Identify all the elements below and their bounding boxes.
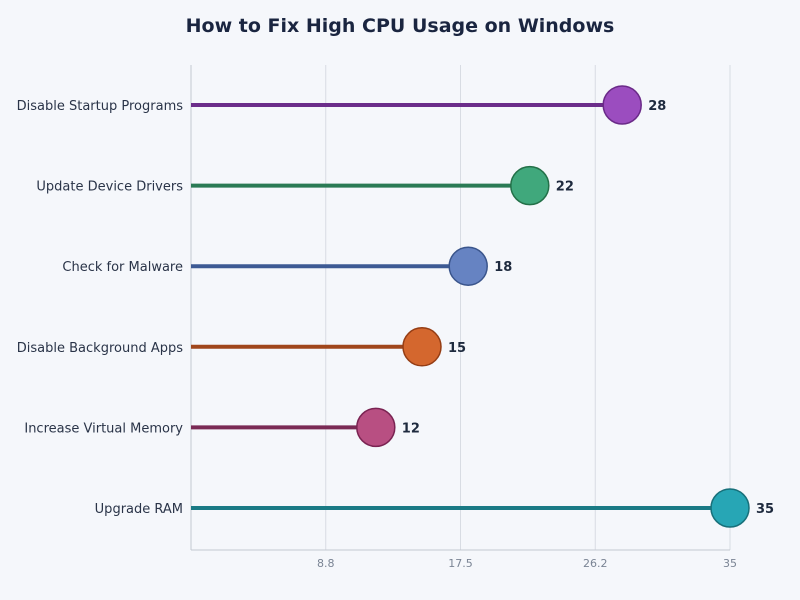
value-label: 15	[448, 341, 466, 356]
lollipop-dot	[402, 327, 442, 367]
category-label: Update Device Drivers	[36, 180, 183, 195]
lollipop-dot	[710, 488, 750, 528]
x-tick-label: 26.2	[583, 557, 608, 570]
value-label: 28	[648, 99, 666, 114]
lollipop-dot	[448, 246, 488, 286]
category-label: Upgrade RAM	[95, 502, 183, 517]
value-label: 12	[402, 421, 420, 436]
lollipop-dot	[510, 165, 550, 206]
lollipop-dot	[356, 407, 396, 448]
value-label: 35	[756, 502, 774, 517]
x-tick-label: 17.5	[448, 557, 473, 570]
category-label: Increase Virtual Memory	[24, 421, 183, 436]
x-tick-label: 35	[723, 557, 737, 570]
chart-title: How to Fix High CPU Usage on Windows	[185, 15, 615, 37]
category-label: Check for Malware	[62, 260, 183, 275]
value-label: 22	[556, 180, 574, 195]
lollipop-dot	[602, 85, 642, 125]
category-label: Disable Startup Programs	[17, 99, 184, 114]
category-label: Disable Background Apps	[17, 341, 183, 356]
value-label: 18	[494, 260, 512, 275]
x-tick-label: 8.8	[317, 557, 335, 570]
